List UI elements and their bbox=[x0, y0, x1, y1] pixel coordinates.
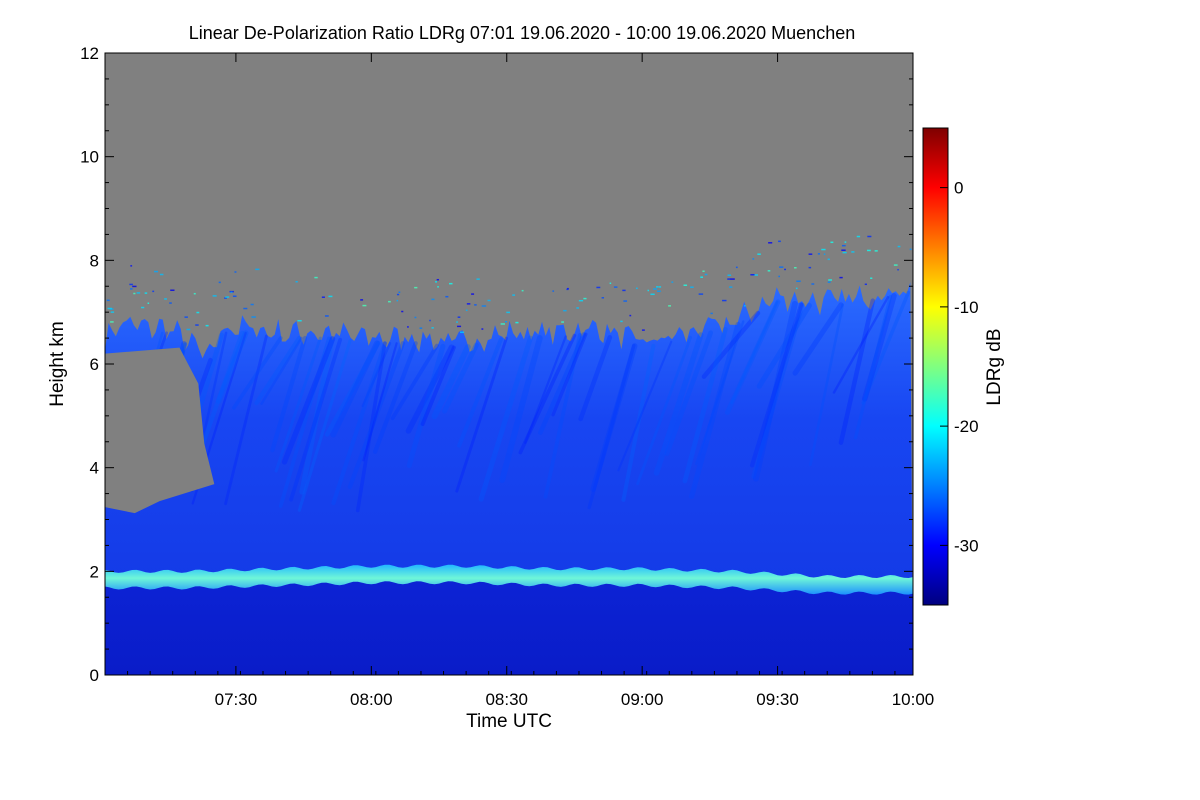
y-tick-label: 10 bbox=[80, 148, 99, 167]
y-tick-label: 6 bbox=[90, 355, 99, 374]
colorbar-tick-label: -20 bbox=[954, 417, 979, 436]
no-signal-gap-region bbox=[105, 347, 215, 514]
plot-area bbox=[105, 53, 913, 675]
x-axis-label: Time UTC bbox=[466, 711, 552, 732]
x-tick-label: 07:30 bbox=[215, 690, 258, 709]
y-tick-label: 4 bbox=[90, 459, 99, 478]
x-tick-label: 09:00 bbox=[621, 690, 664, 709]
colorbar bbox=[922, 127, 949, 606]
x-tick-label: 09:30 bbox=[756, 690, 799, 709]
colorbar-tick-label: -10 bbox=[954, 298, 979, 317]
colorbar-tick-label: 0 bbox=[954, 179, 963, 198]
y-tick-label: 0 bbox=[90, 666, 99, 685]
y-tick-label: 8 bbox=[90, 251, 99, 270]
aerosol-layer-top-band bbox=[105, 564, 913, 595]
x-axis: 07:30 08:00 08:30 09:00 09:30 10:00 bbox=[104, 53, 935, 709]
x-tick-label: 08:00 bbox=[350, 690, 393, 709]
y-axis-label: Height km bbox=[47, 321, 68, 407]
y-axis: 0 2 4 6 8 10 12 bbox=[80, 44, 913, 685]
colorbar-tick-label: -30 bbox=[954, 536, 979, 555]
x-tick-label: 08:30 bbox=[485, 690, 528, 709]
y-tick-label: 12 bbox=[80, 44, 99, 63]
colorbar-label: LDRg dB bbox=[984, 328, 1005, 405]
x-tick-label: 10:00 bbox=[892, 690, 935, 709]
boundary-layer-region bbox=[105, 571, 913, 675]
chart-title: Linear De-Polarization Ratio LDRg 07:01 … bbox=[189, 23, 855, 43]
colorbar-axis: 0 -10 -20 -30 bbox=[940, 179, 979, 555]
signal-noise-speckles bbox=[106, 235, 912, 334]
y-tick-label: 2 bbox=[90, 562, 99, 581]
